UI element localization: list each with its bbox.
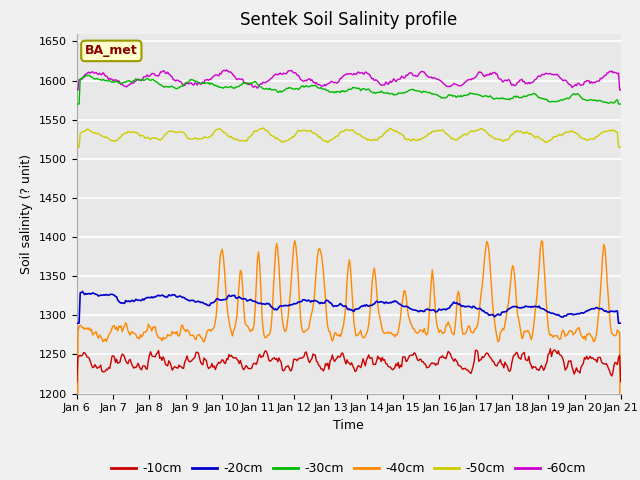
X-axis label: Time: Time (333, 419, 364, 432)
Legend: -10cm, -20cm, -30cm, -40cm, -50cm, -60cm: -10cm, -20cm, -30cm, -40cm, -50cm, -60cm (106, 457, 591, 480)
Y-axis label: Soil salinity (? unit): Soil salinity (? unit) (20, 154, 33, 274)
Title: Sentek Soil Salinity profile: Sentek Soil Salinity profile (240, 11, 458, 29)
Text: BA_met: BA_met (85, 44, 138, 58)
